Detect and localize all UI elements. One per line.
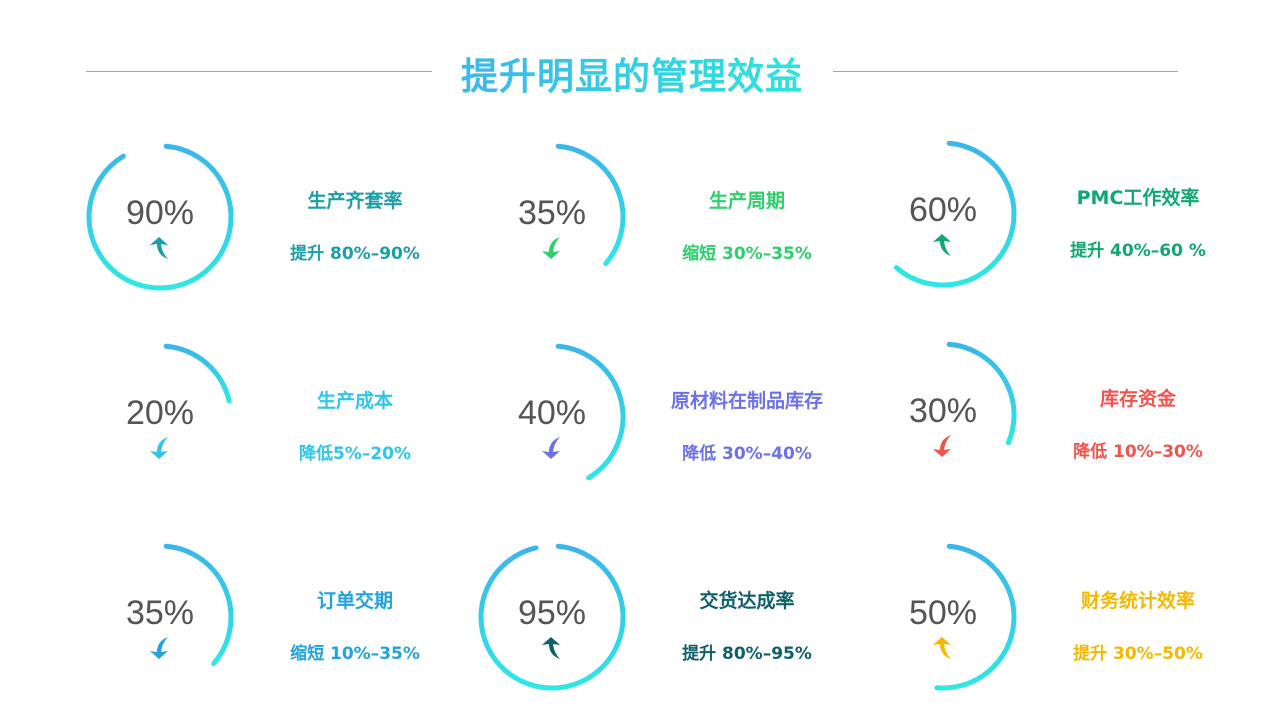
metric-card: 50% 财务统计效率 提升 30%–50% xyxy=(868,542,1248,712)
metric-name: 交货达成率 xyxy=(699,590,795,612)
progress-ring xyxy=(946,341,1017,446)
title-rule-right xyxy=(833,71,1178,72)
progress-arc xyxy=(478,543,626,691)
metric-range: 提升 80%–90% xyxy=(290,244,420,264)
metric-value: 60% xyxy=(908,191,978,229)
progress-ring xyxy=(86,143,234,291)
metric-range: 降低5%–20% xyxy=(298,444,412,464)
metric-name: 生产成本 xyxy=(316,390,393,412)
metric-value: 90% xyxy=(125,194,195,232)
arrow-down-icon xyxy=(542,437,560,459)
progress-arc xyxy=(86,143,234,291)
arrow-down-icon xyxy=(150,637,168,659)
title-rule-left xyxy=(86,71,432,72)
metric-range: 降低 30%–40% xyxy=(682,444,812,464)
metric-name: 原材料在制品库存 xyxy=(670,390,823,412)
arrow-down-icon xyxy=(933,435,951,457)
progress-arc xyxy=(163,543,234,667)
metric-range: 提升 80%–95% xyxy=(682,644,812,664)
arrow-up-icon xyxy=(933,637,951,659)
progress-ring xyxy=(478,543,626,691)
progress-ring xyxy=(934,543,1017,691)
progress-arc xyxy=(893,140,1017,288)
metric-card: 35% 生产周期 缩短 30%–35% xyxy=(477,142,857,312)
progress-arc xyxy=(555,143,626,267)
progress-ring xyxy=(163,343,232,404)
metric-name: 财务统计效率 xyxy=(1080,590,1195,612)
metric-card: 90% 生产齐套率 提升 80%–90% xyxy=(85,142,465,312)
metric-value: 95% xyxy=(517,594,587,632)
metric-name: 订单交期 xyxy=(316,590,393,612)
metric-range: 缩短 30%–35% xyxy=(682,244,812,264)
progress-arc xyxy=(946,341,1017,446)
progress-arc xyxy=(934,543,1017,691)
metric-value: 35% xyxy=(125,594,195,632)
arrow-down-icon xyxy=(150,437,168,459)
metric-card: 30% 库存资金 降低 10%–30% xyxy=(868,340,1248,510)
metric-name: 库存资金 xyxy=(1099,388,1176,410)
metric-name: 生产周期 xyxy=(708,190,785,212)
metric-range: 缩短 10%–35% xyxy=(290,644,420,664)
metric-range: 降低 10%–30% xyxy=(1073,442,1203,462)
metric-value: 35% xyxy=(517,194,587,232)
metric-value: 40% xyxy=(517,394,587,432)
progress-ring xyxy=(555,143,626,267)
arrow-down-icon xyxy=(542,237,560,259)
metric-card: 20% 生产成本 降低5%–20% xyxy=(85,342,465,512)
metric-card: 60% PMC工作效率 提升 40%–60 % xyxy=(868,139,1248,309)
metric-card: 40% 原材料在制品库存 降低 30%–40% xyxy=(477,342,857,512)
metric-name: 生产齐套率 xyxy=(307,190,403,212)
metric-range: 提升 40%–60 % xyxy=(1070,241,1206,261)
metric-value: 30% xyxy=(908,392,978,430)
arrow-up-icon xyxy=(150,237,168,259)
progress-arc xyxy=(163,343,232,404)
progress-arc xyxy=(555,343,626,481)
metric-value: 50% xyxy=(908,594,978,632)
page-title: 提升明显的管理效益 xyxy=(432,46,832,100)
metric-range: 提升 30%–50% xyxy=(1073,644,1203,664)
metric-card: 95% 交货达成率 提升 80%–95% xyxy=(477,542,857,712)
progress-ring xyxy=(893,140,1017,288)
arrow-up-icon xyxy=(933,234,951,256)
metric-name: PMC工作效率 xyxy=(1076,187,1200,209)
metric-value: 20% xyxy=(125,394,195,432)
progress-ring xyxy=(555,343,626,481)
progress-ring xyxy=(163,543,234,667)
metric-card: 35% 订单交期 缩短 10%–35% xyxy=(85,542,465,712)
arrow-up-icon xyxy=(542,637,560,659)
